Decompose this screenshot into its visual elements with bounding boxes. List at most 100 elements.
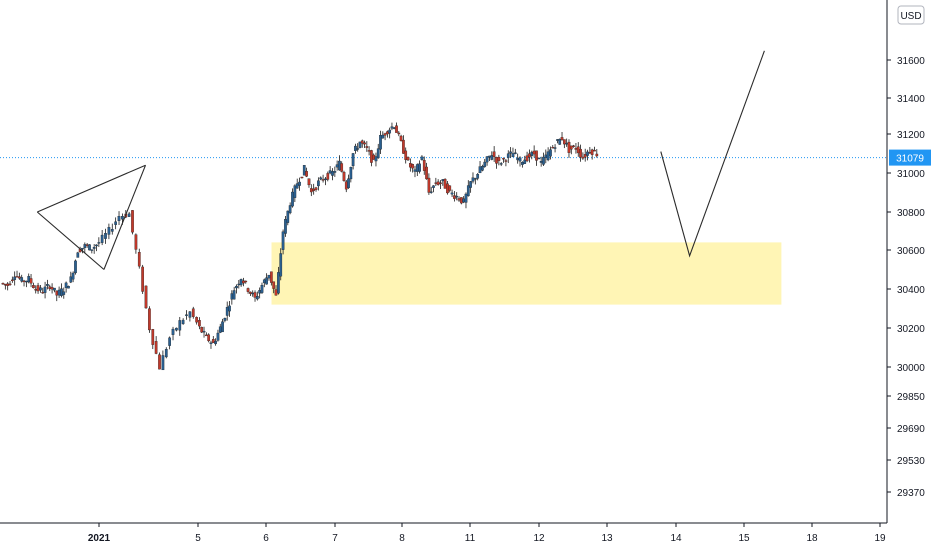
- candle-up: [284, 219, 287, 234]
- price-tick-label: 31000: [897, 169, 925, 180]
- pattern-trendline-1[interactable]: [36, 211, 105, 270]
- candle-down: [406, 157, 410, 161]
- candle-down: [3, 284, 7, 286]
- candle-down: [200, 326, 204, 333]
- candle-up: [185, 314, 188, 316]
- candle-down: [402, 139, 405, 154]
- candle-up: [542, 156, 545, 165]
- candle-up: [481, 166, 484, 171]
- candle-up: [175, 327, 178, 331]
- candle-up: [13, 276, 17, 280]
- candle-down: [151, 329, 155, 345]
- candle-down: [422, 160, 426, 171]
- price-tick-label: 30200: [897, 324, 925, 335]
- candle-down: [581, 156, 585, 159]
- candle-up: [221, 321, 224, 333]
- candle-up: [97, 242, 101, 244]
- candle-up: [164, 349, 168, 358]
- candle-up: [71, 272, 75, 280]
- candle-up: [237, 283, 241, 286]
- candle-down: [443, 178, 447, 189]
- candle-up: [358, 141, 362, 148]
- candle-up: [232, 290, 236, 300]
- candle-up: [565, 143, 569, 145]
- candle-down: [131, 210, 134, 233]
- candle-down: [576, 146, 580, 154]
- candle-up: [88, 244, 91, 251]
- time-tick-label: 18: [806, 533, 818, 544]
- candle-up: [286, 210, 290, 223]
- candle-up: [381, 134, 385, 139]
- candle-down: [593, 150, 596, 152]
- candle-up: [356, 148, 360, 150]
- pattern-trendline-2[interactable]: [103, 164, 147, 270]
- candle-up: [288, 205, 292, 214]
- candle-up: [67, 285, 70, 289]
- candle-up: [168, 337, 171, 346]
- price-tick-label: 31400: [897, 94, 925, 105]
- candle-up: [228, 305, 231, 312]
- candle-down: [340, 163, 344, 172]
- candle-up: [464, 193, 468, 203]
- candle-down: [198, 320, 201, 327]
- candle-up: [293, 185, 297, 198]
- projection-path[interactable]: [660, 50, 765, 258]
- candle-up: [420, 156, 424, 160]
- candle-up: [298, 181, 301, 186]
- candle-down: [48, 286, 52, 289]
- candle-down: [595, 153, 599, 157]
- candle-down: [85, 244, 89, 246]
- candle-up: [92, 246, 96, 249]
- pattern-trendline-0[interactable]: [37, 164, 146, 213]
- candle-up: [81, 247, 84, 250]
- candle-up: [549, 149, 552, 157]
- time-tick-label: 15: [738, 533, 750, 544]
- candle-up: [415, 164, 419, 172]
- candle-down: [427, 177, 431, 193]
- candle-up: [53, 287, 56, 291]
- candle-down: [459, 197, 463, 204]
- candle-down: [272, 281, 276, 289]
- currency-badge-frame[interactable]: [897, 5, 925, 25]
- candle-up: [521, 162, 524, 165]
- candle-up: [478, 166, 482, 174]
- candle-up: [317, 180, 320, 187]
- demand-zone-box[interactable]: [271, 242, 782, 305]
- candle-up: [188, 311, 192, 318]
- candle-up: [335, 164, 339, 168]
- candle-up: [107, 227, 111, 235]
- candle-up: [281, 231, 285, 250]
- candle-down: [572, 145, 575, 147]
- candle-down: [525, 155, 529, 162]
- candle-up: [347, 178, 350, 189]
- candle-up: [388, 129, 392, 134]
- candle-up: [279, 253, 283, 277]
- time-axis-labels: 2021 5 6 7 8 11 12 13 14 15 18 19: [88, 523, 886, 544]
- candle-up: [556, 139, 559, 141]
- candle-up: [295, 183, 299, 189]
- currency-badge[interactable]: USD: [897, 5, 925, 25]
- candle-down: [439, 182, 442, 184]
- candle-up: [62, 291, 66, 295]
- candle-up: [530, 151, 534, 156]
- price-tick-label: 30600: [897, 246, 925, 257]
- candle-down: [425, 166, 428, 180]
- candle-down: [321, 179, 325, 181]
- candle-up: [251, 292, 255, 295]
- candles-layer: [1, 122, 599, 371]
- candle-down: [360, 140, 364, 144]
- candle-up: [83, 244, 87, 248]
- time-tick-label: 14: [670, 533, 682, 544]
- candle-up: [267, 274, 271, 279]
- candle-down: [344, 181, 348, 190]
- candle-up: [60, 288, 63, 296]
- candle-down: [562, 139, 566, 145]
- candle-down: [495, 157, 498, 164]
- candle-up: [473, 178, 477, 180]
- candle-down: [579, 148, 582, 158]
- candle-up: [121, 216, 124, 220]
- candle-up: [218, 326, 222, 333]
- candle-down: [574, 148, 578, 150]
- candle-down: [567, 141, 571, 153]
- candle-down: [154, 341, 158, 354]
